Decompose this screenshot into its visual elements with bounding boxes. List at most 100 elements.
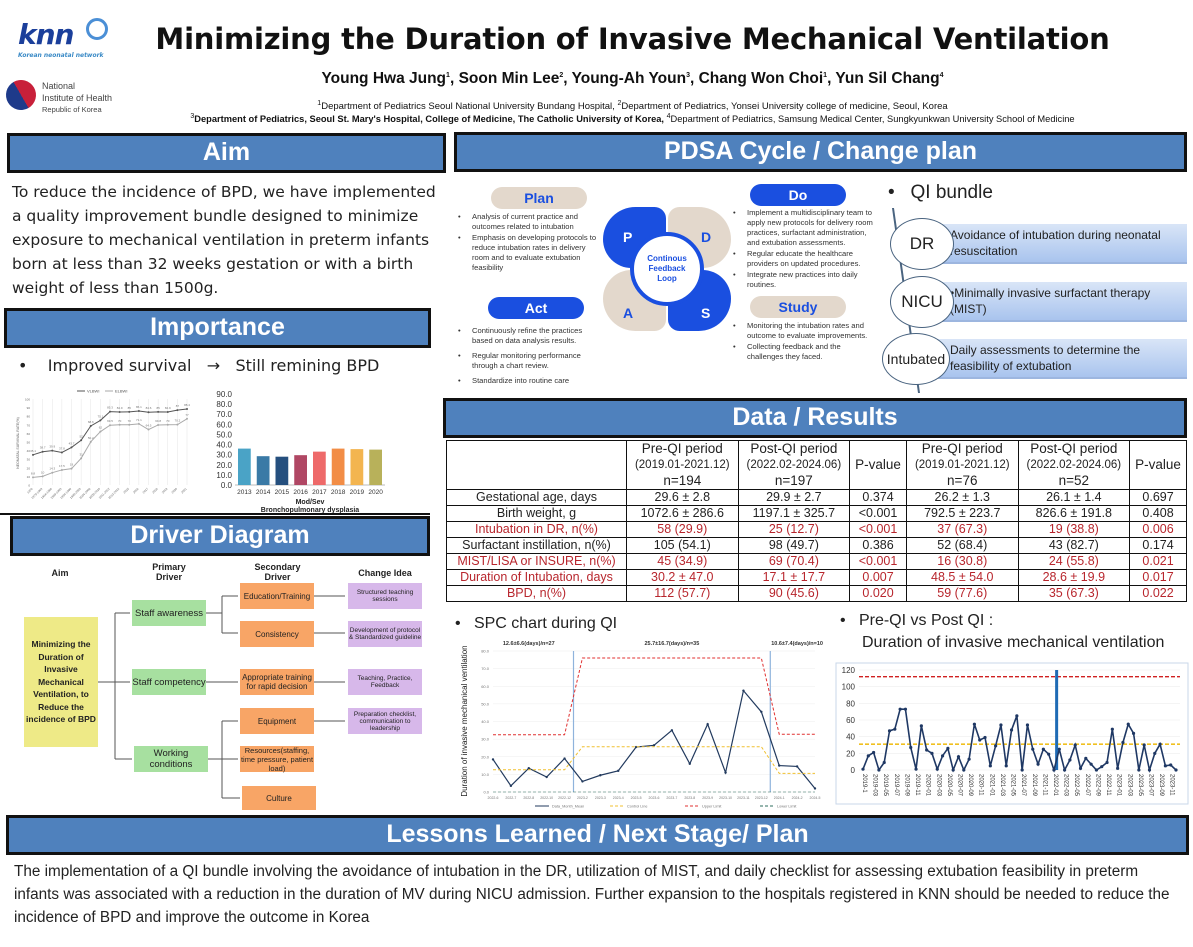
data-point bbox=[1116, 766, 1120, 770]
data-point bbox=[887, 729, 892, 733]
data-point bbox=[999, 723, 1003, 727]
data-point bbox=[32, 453, 34, 456]
data-point bbox=[861, 767, 865, 771]
study-item: Monitoring the intubation rates and outc… bbox=[733, 321, 878, 341]
importance-left: Improved survival bbox=[47, 356, 192, 375]
table-cell: 58 (29.9) bbox=[626, 521, 739, 538]
y-tick-label: 80 bbox=[27, 415, 31, 419]
y-tick-label: 30.0 bbox=[481, 737, 490, 742]
data-label: 52 bbox=[79, 434, 83, 438]
data-point bbox=[563, 757, 566, 760]
table-cell: Birth weight, g bbox=[446, 505, 627, 522]
data-point bbox=[670, 729, 674, 732]
author: Chang Won Choi1 bbox=[698, 70, 828, 87]
table-cell: MIST/LISA or INSURE, n(%) bbox=[446, 553, 627, 570]
y-tick-label: 0 bbox=[851, 766, 856, 775]
dd-secondary-0: Education/Training bbox=[240, 583, 314, 609]
prepost-subheading: Duration of invasive mechanical ventilat… bbox=[862, 634, 1165, 651]
table-cell: Duration of Intubation, days bbox=[446, 569, 627, 586]
data-point bbox=[1163, 764, 1167, 768]
x-tick-label: 2024-2 bbox=[792, 796, 803, 800]
x-tick-label: 2022-01 bbox=[1052, 774, 1058, 797]
y-tick-label: 40.0 bbox=[216, 441, 232, 450]
data-point bbox=[617, 769, 620, 773]
data-point bbox=[1062, 768, 1067, 772]
bar bbox=[313, 451, 326, 485]
table-cell: 0.386 bbox=[849, 537, 907, 554]
x-tick-label: 2014 bbox=[256, 489, 271, 496]
act-item: Regular monitoring performance through a… bbox=[458, 351, 603, 371]
bar bbox=[350, 449, 364, 485]
table-cell: <0.001 bbox=[849, 553, 907, 570]
y-tick-label: 90 bbox=[27, 406, 31, 410]
dd-change-2: Teaching, Practice, Feedback bbox=[348, 669, 422, 695]
lessons-text: The implementation of a QI bundle involv… bbox=[14, 863, 1170, 926]
data-point bbox=[1073, 743, 1077, 747]
qi-item-nicu-tag: NICU bbox=[890, 276, 954, 328]
x-tick-label: 2021-03 bbox=[999, 774, 1005, 797]
table-cell: 105 (54.1) bbox=[626, 537, 739, 554]
bar bbox=[256, 456, 270, 485]
table-cell: Intubation in DR, n(%) bbox=[446, 521, 627, 538]
y-tick-label: 0.0 bbox=[221, 481, 233, 490]
spc-heading: • SPC chart during QI bbox=[455, 615, 617, 633]
data-point bbox=[118, 423, 121, 426]
table-cell: 45 (34.9) bbox=[626, 553, 739, 570]
data-point bbox=[527, 767, 530, 770]
table-cell: 0.174 bbox=[1129, 537, 1187, 554]
table-cell: <0.001 bbox=[849, 521, 907, 538]
y-tick-label: 50.0 bbox=[216, 430, 232, 439]
y-tick-label: 0 bbox=[28, 484, 30, 488]
x-tick-label: 2023-01 bbox=[1116, 774, 1122, 797]
legend-label: Upper Limit bbox=[702, 805, 722, 809]
y-tick-label: 70.0 bbox=[481, 666, 490, 671]
x-tick-label: 2023-07 bbox=[1147, 774, 1153, 797]
knn-logo-text: knn bbox=[18, 18, 74, 51]
data-point bbox=[166, 423, 169, 426]
letter-d: D bbox=[701, 229, 712, 245]
data-point bbox=[972, 722, 977, 726]
divider-line bbox=[0, 513, 430, 515]
table-cell: 1197.1 ± 325.7 bbox=[737, 505, 851, 522]
x-tick-label: 2021-07 bbox=[1020, 774, 1026, 797]
y-tick-label: 40 bbox=[27, 449, 31, 453]
bullet-icon: • bbox=[455, 615, 474, 632]
x-tick-label: 2019-05 bbox=[882, 774, 888, 797]
data-point bbox=[157, 410, 160, 413]
data-point bbox=[994, 744, 998, 748]
table-cell: 0.007 bbox=[849, 569, 907, 586]
table-header-cell: Pre-QI period (2019.01-2021.12) n=76 bbox=[905, 440, 1019, 490]
data-label: 43.7 bbox=[69, 441, 75, 445]
data-label: 87 bbox=[176, 404, 180, 408]
affiliation-line-2: 3Department of Pediatrics, Seoul St. Mar… bbox=[190, 113, 1075, 125]
x-tick-label: 2023-3 bbox=[595, 796, 606, 800]
x-tick-label: 2023-03 bbox=[1126, 774, 1132, 797]
letter-s: S bbox=[701, 305, 711, 321]
qi-start-bar bbox=[1055, 670, 1059, 770]
author: Young Hwa Jung1 bbox=[321, 70, 450, 87]
x-tick-label: 2020-03 bbox=[935, 774, 941, 797]
x-tick-label: 2022-09 bbox=[1094, 774, 1100, 797]
chart-frame bbox=[835, 662, 1189, 805]
data-label: 17.5 bbox=[59, 464, 65, 468]
table-cell: 25 (12.7) bbox=[737, 521, 851, 538]
act-list: Continuously refine the practices based … bbox=[458, 326, 603, 387]
data-point bbox=[1020, 768, 1024, 772]
data-point bbox=[919, 724, 923, 728]
series-line bbox=[493, 657, 815, 736]
y-tick-label: 80.0 bbox=[216, 400, 232, 409]
data-point bbox=[898, 707, 902, 711]
table-cell: 28.6 ± 19.9 bbox=[1017, 569, 1131, 586]
data-label: 19 bbox=[70, 463, 74, 467]
data-label: 31 bbox=[79, 452, 83, 456]
data-point bbox=[935, 767, 939, 771]
feedback-loop-circle: Continous Feedback Loop bbox=[630, 232, 704, 306]
x-tick-label: 2019-09 bbox=[903, 774, 909, 797]
nih-line3: Republic of Korea bbox=[42, 105, 102, 114]
data-point bbox=[157, 423, 160, 426]
nih-line2: Institute of Health bbox=[42, 93, 113, 103]
do-list: Implement a multidisciplinary team to ap… bbox=[733, 208, 878, 291]
bullet-icon: • bbox=[18, 356, 48, 375]
qi-item-dr: Avoidance of intubation during neonatal … bbox=[890, 218, 1187, 270]
x-tick-label: 2019 bbox=[350, 489, 365, 496]
